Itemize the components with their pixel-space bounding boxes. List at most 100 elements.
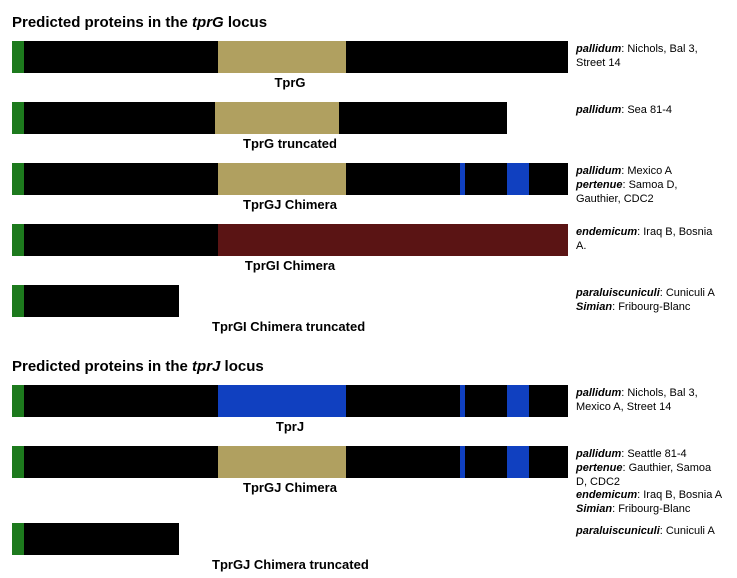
species-name: Simian: [576, 301, 612, 313]
bar-wrap: [12, 41, 568, 73]
species-name: pallidum: [576, 448, 621, 460]
segment: [218, 41, 346, 73]
segment: [12, 224, 24, 256]
segment: [460, 163, 466, 195]
species-line: Simian: Fribourg-Blanc: [576, 503, 725, 517]
species-name: paraluiscuniculi: [576, 525, 660, 537]
segment: [507, 446, 529, 478]
track-row: TprGI Chimera endemicum: Iraq B, Bosnia A…: [12, 224, 725, 279]
segment: [24, 523, 179, 555]
segment: [218, 385, 346, 417]
species-name: Simian: [576, 503, 612, 515]
species-name: pallidum: [576, 104, 621, 116]
diagram-root: Predicted proteins in the tprG locus TprG…: [12, 14, 725, 578]
bar-wrap: [12, 224, 568, 256]
label-column: pallidum: Nichols, Bal 3, Mexico A, Stre…: [568, 385, 725, 415]
bar-wrap: [12, 385, 568, 417]
title-suffix: locus: [220, 358, 263, 375]
segment: [218, 224, 568, 256]
species-line: pallidum: Nichols, Bal 3, Street 14: [576, 43, 725, 71]
species-name: endemicum: [576, 226, 637, 238]
diagram-column: TprGJ Chimera: [12, 446, 568, 501]
strain-list: : Seattle 81-4: [621, 448, 686, 460]
protein-bar: [12, 385, 568, 417]
species-line: endemicum: Iraq B, Bosnia A.: [576, 226, 725, 254]
species-line: pallidum: Seattle 81-4: [576, 448, 725, 462]
label-column: pallidum: Nichols, Bal 3, Street 14: [568, 41, 725, 71]
segment: [12, 523, 24, 555]
species-name: endemicum: [576, 489, 637, 501]
species-line: Simian: Fribourg-Blanc: [576, 301, 725, 315]
species-line: pallidum: Sea 81-4: [576, 104, 725, 118]
section-title: Predicted proteins in the tprJ locus: [12, 358, 725, 375]
segment: [507, 163, 529, 195]
track-name: TprGJ Chimera truncated: [12, 557, 568, 572]
diagram-column: TprGI Chimera: [12, 224, 568, 279]
protein-bar: [12, 163, 568, 195]
species-name: pallidum: [576, 165, 621, 177]
species-name: pallidum: [576, 387, 621, 399]
strain-list: : Cuniculi A: [660, 287, 715, 299]
protein-bar: [12, 41, 568, 73]
bar-wrap: [12, 523, 568, 555]
strain-list: : Fribourg-Blanc: [612, 301, 690, 313]
species-line: paraluiscuniculi: Cuniculi A: [576, 287, 725, 301]
segment: [218, 163, 346, 195]
strain-list: : Mexico A: [621, 165, 672, 177]
protein-bar: [12, 224, 568, 256]
segment: [507, 385, 529, 417]
protein-bar: [12, 285, 179, 317]
bar-wrap: [12, 102, 568, 134]
title-prefix: Predicted proteins in the: [12, 14, 192, 31]
label-column: pallidum: Mexico Apertenue: Samoa D, Gau…: [568, 163, 725, 206]
label-column: paraluiscuniculi: Cuniculi A: [568, 523, 725, 539]
segment: [12, 41, 24, 73]
label-column: endemicum: Iraq B, Bosnia A.: [568, 224, 725, 254]
protein-bar: [12, 446, 568, 478]
label-column: pallidum: Sea 81-4: [568, 102, 725, 118]
track-name: TprG truncated: [12, 136, 568, 151]
title-prefix: Predicted proteins in the: [12, 358, 192, 375]
title-em: tprG: [192, 14, 224, 31]
segment: [12, 285, 24, 317]
label-column: pallidum: Seattle 81-4pertenue: Gauthier…: [568, 446, 725, 517]
species-line: pallidum: Nichols, Bal 3, Mexico A, Stre…: [576, 387, 725, 415]
species-line: paraluiscuniculi: Cuniculi A: [576, 525, 725, 539]
segment: [218, 446, 346, 478]
track-row: TprJ pallidum: Nichols, Bal 3, Mexico A, …: [12, 385, 725, 440]
segment: [12, 102, 24, 134]
diagram-column: TprGJ Chimera: [12, 163, 568, 218]
diagram-column: TprJ: [12, 385, 568, 440]
track-row: TprGJ Chimera truncated paraluiscuniculi:…: [12, 523, 725, 578]
track-name: TprGJ Chimera: [12, 480, 568, 495]
segment: [12, 446, 24, 478]
diagram-column: TprG: [12, 41, 568, 96]
track-row: TprG pallidum: Nichols, Bal 3, Street 14: [12, 41, 725, 96]
track-row: TprGJ Chimerapallidum: Seattle 81-4perte…: [12, 446, 725, 517]
track-name: TprJ: [12, 419, 568, 434]
strain-list: : Iraq B, Bosnia A: [637, 489, 722, 501]
track-name: TprGI Chimera: [12, 258, 568, 273]
bar-wrap: [12, 446, 568, 478]
species-line: pallidum: Mexico A: [576, 165, 725, 179]
section-title: Predicted proteins in the tprG locus: [12, 14, 725, 31]
track-row: TprGJ Chimera pallidum: Mexico Apertenue:…: [12, 163, 725, 218]
section-gap: [12, 346, 725, 354]
species-name: pallidum: [576, 43, 621, 55]
track-name: TprG: [12, 75, 568, 90]
bar-wrap: [12, 163, 568, 195]
species-name: pertenue: [576, 179, 622, 191]
segment: [24, 285, 179, 317]
diagram-column: TprG truncated: [12, 102, 568, 157]
species-line: pertenue: Gauthier, Samoa D, CDC2: [576, 462, 725, 490]
strain-list: : Fribourg-Blanc: [612, 503, 690, 515]
diagram-column: TprGI Chimera truncated: [12, 285, 568, 340]
protein-bar: [12, 102, 507, 134]
segment: [460, 446, 466, 478]
species-name: paraluiscuniculi: [576, 287, 660, 299]
strain-list: : Sea 81-4: [621, 104, 672, 116]
title-suffix: locus: [224, 14, 267, 31]
segment: [12, 163, 24, 195]
protein-bar: [12, 523, 179, 555]
segment: [460, 385, 466, 417]
